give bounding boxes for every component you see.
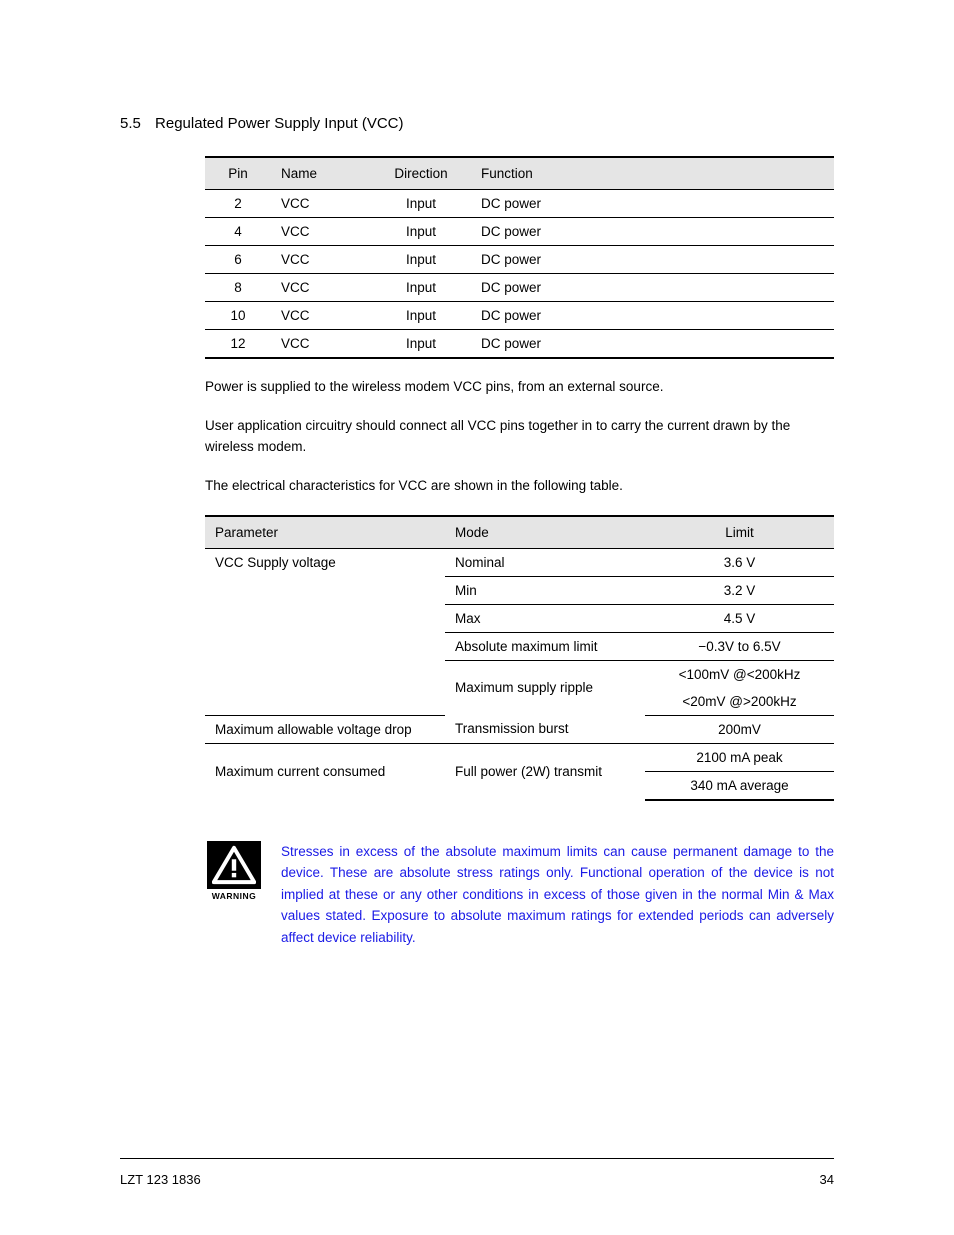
- warning-icon: [207, 841, 261, 889]
- warning-label: WARNING: [205, 891, 263, 901]
- table-row: Maximum allowable voltage drop Transmiss…: [205, 715, 834, 743]
- cell-pin: 6: [205, 246, 271, 274]
- cell-name: VCC: [271, 330, 371, 359]
- table-header-row: Pin Name Direction Function: [205, 157, 834, 190]
- warning-icon-box: WARNING: [205, 841, 263, 901]
- cell-mode: Maximum supply ripple: [445, 660, 645, 715]
- cell-name: VCC: [271, 190, 371, 218]
- cell-parameter: Maximum allowable voltage drop: [205, 715, 445, 743]
- cell-function: DC power: [471, 274, 834, 302]
- table-row: Maximum current consumed Full power (2W)…: [205, 743, 834, 771]
- table-row: 12 VCC Input DC power: [205, 330, 834, 359]
- section-number: 5.5: [120, 115, 141, 132]
- cell-parameter-empty: [205, 688, 445, 716]
- table-row: Max 4.5 V: [205, 604, 834, 632]
- section-heading: 5.5 Regulated Power Supply Input (VCC): [120, 115, 834, 132]
- cell-parameter: VCC Supply voltage: [205, 548, 445, 576]
- table-row: 6 VCC Input DC power: [205, 246, 834, 274]
- cell-name: VCC: [271, 218, 371, 246]
- cell-parameter-empty: [205, 660, 445, 688]
- cell-mode: Min: [445, 576, 645, 604]
- footer-rule: [120, 1158, 834, 1159]
- cell-limit: 2100 mA peak: [645, 743, 834, 771]
- cell-direction: Input: [371, 302, 471, 330]
- col-header-function: Function: [471, 157, 834, 190]
- cell-pin: 8: [205, 274, 271, 302]
- table-row: Min 3.2 V: [205, 576, 834, 604]
- cell-direction: Input: [371, 190, 471, 218]
- cell-limit: 3.6 V: [645, 548, 834, 576]
- footer-docid: LZT 123 1836: [120, 1172, 201, 1187]
- cell-mode: Nominal: [445, 548, 645, 576]
- body-paragraph: User application circuitry should connec…: [205, 416, 834, 458]
- cell-name: VCC: [271, 302, 371, 330]
- spec-table: Parameter Mode Limit VCC Supply voltage …: [205, 515, 834, 801]
- cell-direction: Input: [371, 274, 471, 302]
- cell-mode: Transmission burst: [445, 715, 645, 743]
- body-paragraph: The electrical characteristics for VCC a…: [205, 476, 834, 497]
- table-row: 8 VCC Input DC power: [205, 274, 834, 302]
- table-row: Absolute maximum limit −0.3V to 6.5V: [205, 632, 834, 660]
- warning-block: WARNING Stresses in excess of the absolu…: [205, 841, 834, 949]
- col-header-limit: Limit: [645, 516, 834, 549]
- table-row: Maximum supply ripple <100mV @<200kHz: [205, 660, 834, 688]
- cell-limit: −0.3V to 6.5V: [645, 632, 834, 660]
- cell-mode: Max: [445, 604, 645, 632]
- footer-page-number: 34: [820, 1172, 834, 1187]
- cell-parameter: Maximum current consumed: [205, 743, 445, 800]
- cell-mode: Absolute maximum limit: [445, 632, 645, 660]
- cell-name: VCC: [271, 274, 371, 302]
- cell-function: DC power: [471, 330, 834, 359]
- cell-limit: <20mV @>200kHz: [645, 688, 834, 716]
- cell-function: DC power: [471, 218, 834, 246]
- body-paragraph: Power is supplied to the wireless modem …: [205, 377, 834, 398]
- cell-direction: Input: [371, 218, 471, 246]
- col-header-name: Name: [271, 157, 371, 190]
- cell-limit: <100mV @<200kHz: [645, 660, 834, 688]
- cell-limit: 200mV: [645, 715, 834, 743]
- col-header-pin: Pin: [205, 157, 271, 190]
- table-row: 4 VCC Input DC power: [205, 218, 834, 246]
- cell-limit: 340 mA average: [645, 771, 834, 800]
- table-header-row: Parameter Mode Limit: [205, 516, 834, 549]
- cell-pin: 10: [205, 302, 271, 330]
- cell-limit: 4.5 V: [645, 604, 834, 632]
- cell-function: DC power: [471, 190, 834, 218]
- cell-direction: Input: [371, 330, 471, 359]
- warning-text: Stresses in excess of the absolute maxim…: [281, 841, 834, 949]
- cell-limit: 3.2 V: [645, 576, 834, 604]
- cell-parameter-empty: [205, 632, 445, 660]
- cell-pin: 4: [205, 218, 271, 246]
- cell-pin: 12: [205, 330, 271, 359]
- cell-function: DC power: [471, 302, 834, 330]
- cell-parameter-empty: [205, 604, 445, 632]
- table-row: VCC Supply voltage Nominal 3.6 V: [205, 548, 834, 576]
- cell-mode: Full power (2W) transmit: [445, 743, 645, 800]
- col-header-direction: Direction: [371, 157, 471, 190]
- cell-function: DC power: [471, 246, 834, 274]
- cell-name: VCC: [271, 246, 371, 274]
- cell-pin: 2: [205, 190, 271, 218]
- table-row: 2 VCC Input DC power: [205, 190, 834, 218]
- section-title: Regulated Power Supply Input (VCC): [155, 115, 403, 132]
- table-row: 10 VCC Input DC power: [205, 302, 834, 330]
- pin-table: Pin Name Direction Function 2 VCC Input …: [205, 156, 834, 359]
- cell-parameter-empty: [205, 576, 445, 604]
- page-footer: LZT 123 1836 34: [120, 1172, 834, 1187]
- col-header-mode: Mode: [445, 516, 645, 549]
- cell-direction: Input: [371, 246, 471, 274]
- col-header-parameter: Parameter: [205, 516, 445, 549]
